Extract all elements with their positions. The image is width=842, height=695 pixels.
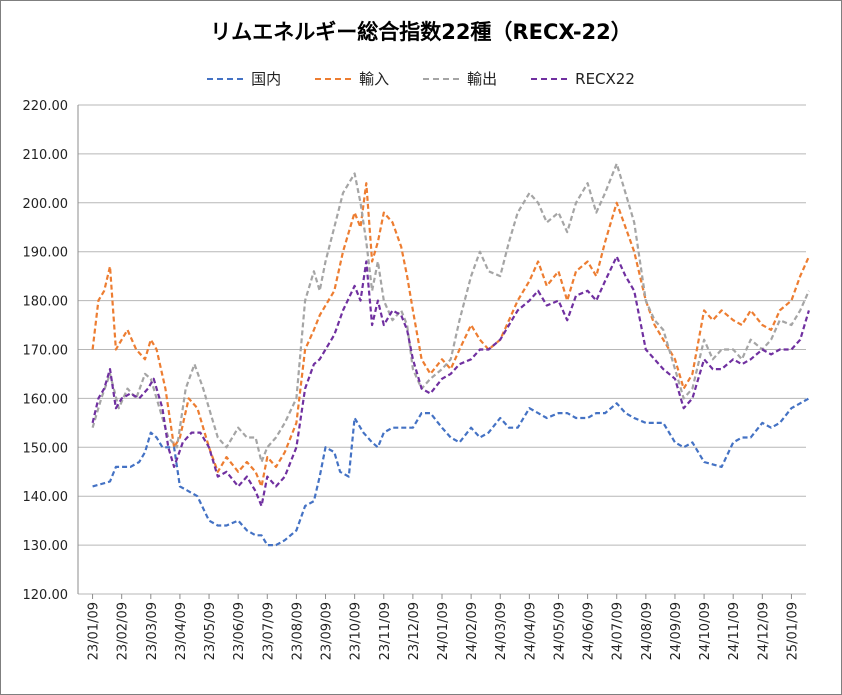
x-tick-label: 24/04/09 xyxy=(523,602,538,660)
series-line-export xyxy=(91,162,810,464)
legend-label-import: 輸入 xyxy=(359,70,390,88)
chart-title: リムエネルギー総合指数22種（RECX-22） xyxy=(210,20,632,44)
x-tick-label: 23/10/09 xyxy=(349,602,364,660)
series-line-import xyxy=(91,182,810,488)
x-tick-label: 23/02/09 xyxy=(116,602,131,660)
y-tick-label: 190.00 xyxy=(23,246,69,261)
x-tick-label: 24/10/09 xyxy=(698,602,713,660)
y-tick-label: 220.00 xyxy=(23,99,69,114)
legend-item-recx22: RECX22 xyxy=(531,68,635,89)
y-tick-label: 170.00 xyxy=(23,344,69,359)
series-line-domestic xyxy=(92,397,810,547)
y-tick-label: 140.00 xyxy=(23,490,69,505)
x-tick-label: 23/12/09 xyxy=(407,602,422,660)
x-tick-label: 23/01/09 xyxy=(87,602,102,660)
legend-swatch-recx22 xyxy=(531,77,568,80)
legend-swatch-domestic xyxy=(207,77,244,80)
x-tick-label: 24/11/09 xyxy=(727,602,742,660)
x-tick-label: 24/01/09 xyxy=(436,602,451,660)
series-lines xyxy=(91,162,810,547)
x-tick-label: 23/11/09 xyxy=(378,602,393,660)
x-tick-label: 24/02/09 xyxy=(465,602,480,660)
y-tick-label: 210.00 xyxy=(23,148,69,163)
legend-swatch-export xyxy=(423,77,460,80)
legend-label-recx22: RECX22 xyxy=(575,69,635,88)
y-tick-label: 120.00 xyxy=(23,588,69,603)
x-tick-label: 23/09/09 xyxy=(320,602,335,660)
series-line-recx22 xyxy=(91,255,810,508)
x-axis-ticks: 23/01/09 23/02/09 23/03/09 23/04/09 23/05/09… xyxy=(87,594,800,660)
x-tick-label: 23/06/09 xyxy=(232,602,247,660)
legend-label-export: 輸出 xyxy=(467,70,498,88)
x-tick-label: 24/06/09 xyxy=(582,602,597,660)
x-tick-label: 23/05/09 xyxy=(203,602,218,660)
legend-swatch-import xyxy=(315,77,352,80)
x-tick-label: 23/04/09 xyxy=(174,602,189,660)
x-tick-label: 23/07/09 xyxy=(261,602,276,660)
y-tick-label: 130.00 xyxy=(23,539,69,554)
x-tick-label: 24/09/09 xyxy=(669,602,684,660)
x-tick-label: 25/01/09 xyxy=(785,602,800,660)
legend: 国内 輸入 輸出 RECX22 xyxy=(0,68,842,89)
x-tick-label: 23/08/09 xyxy=(290,602,305,660)
legend-item-domestic: 国内 xyxy=(207,68,281,89)
x-tick-label: 24/05/09 xyxy=(552,602,567,660)
x-tick-label: 23/03/09 xyxy=(145,602,160,660)
x-tick-label: 24/03/09 xyxy=(494,602,509,660)
x-tick-label: 24/08/09 xyxy=(640,602,655,660)
x-tick-label: 24/07/09 xyxy=(611,602,626,660)
legend-label-domestic: 国内 xyxy=(251,70,282,88)
x-tick-label: 24/12/09 xyxy=(756,602,771,660)
legend-item-export: 輸出 xyxy=(423,68,497,89)
y-axis-ticks: 120.00 130.00 140.00 150.00 160.00 170.00 180.… xyxy=(23,99,69,603)
y-tick-label: 180.00 xyxy=(23,295,69,310)
legend-item-import: 輸入 xyxy=(315,68,389,89)
y-tick-label: 200.00 xyxy=(23,197,69,212)
y-tick-label: 160.00 xyxy=(23,392,69,407)
y-tick-label: 150.00 xyxy=(23,441,69,456)
